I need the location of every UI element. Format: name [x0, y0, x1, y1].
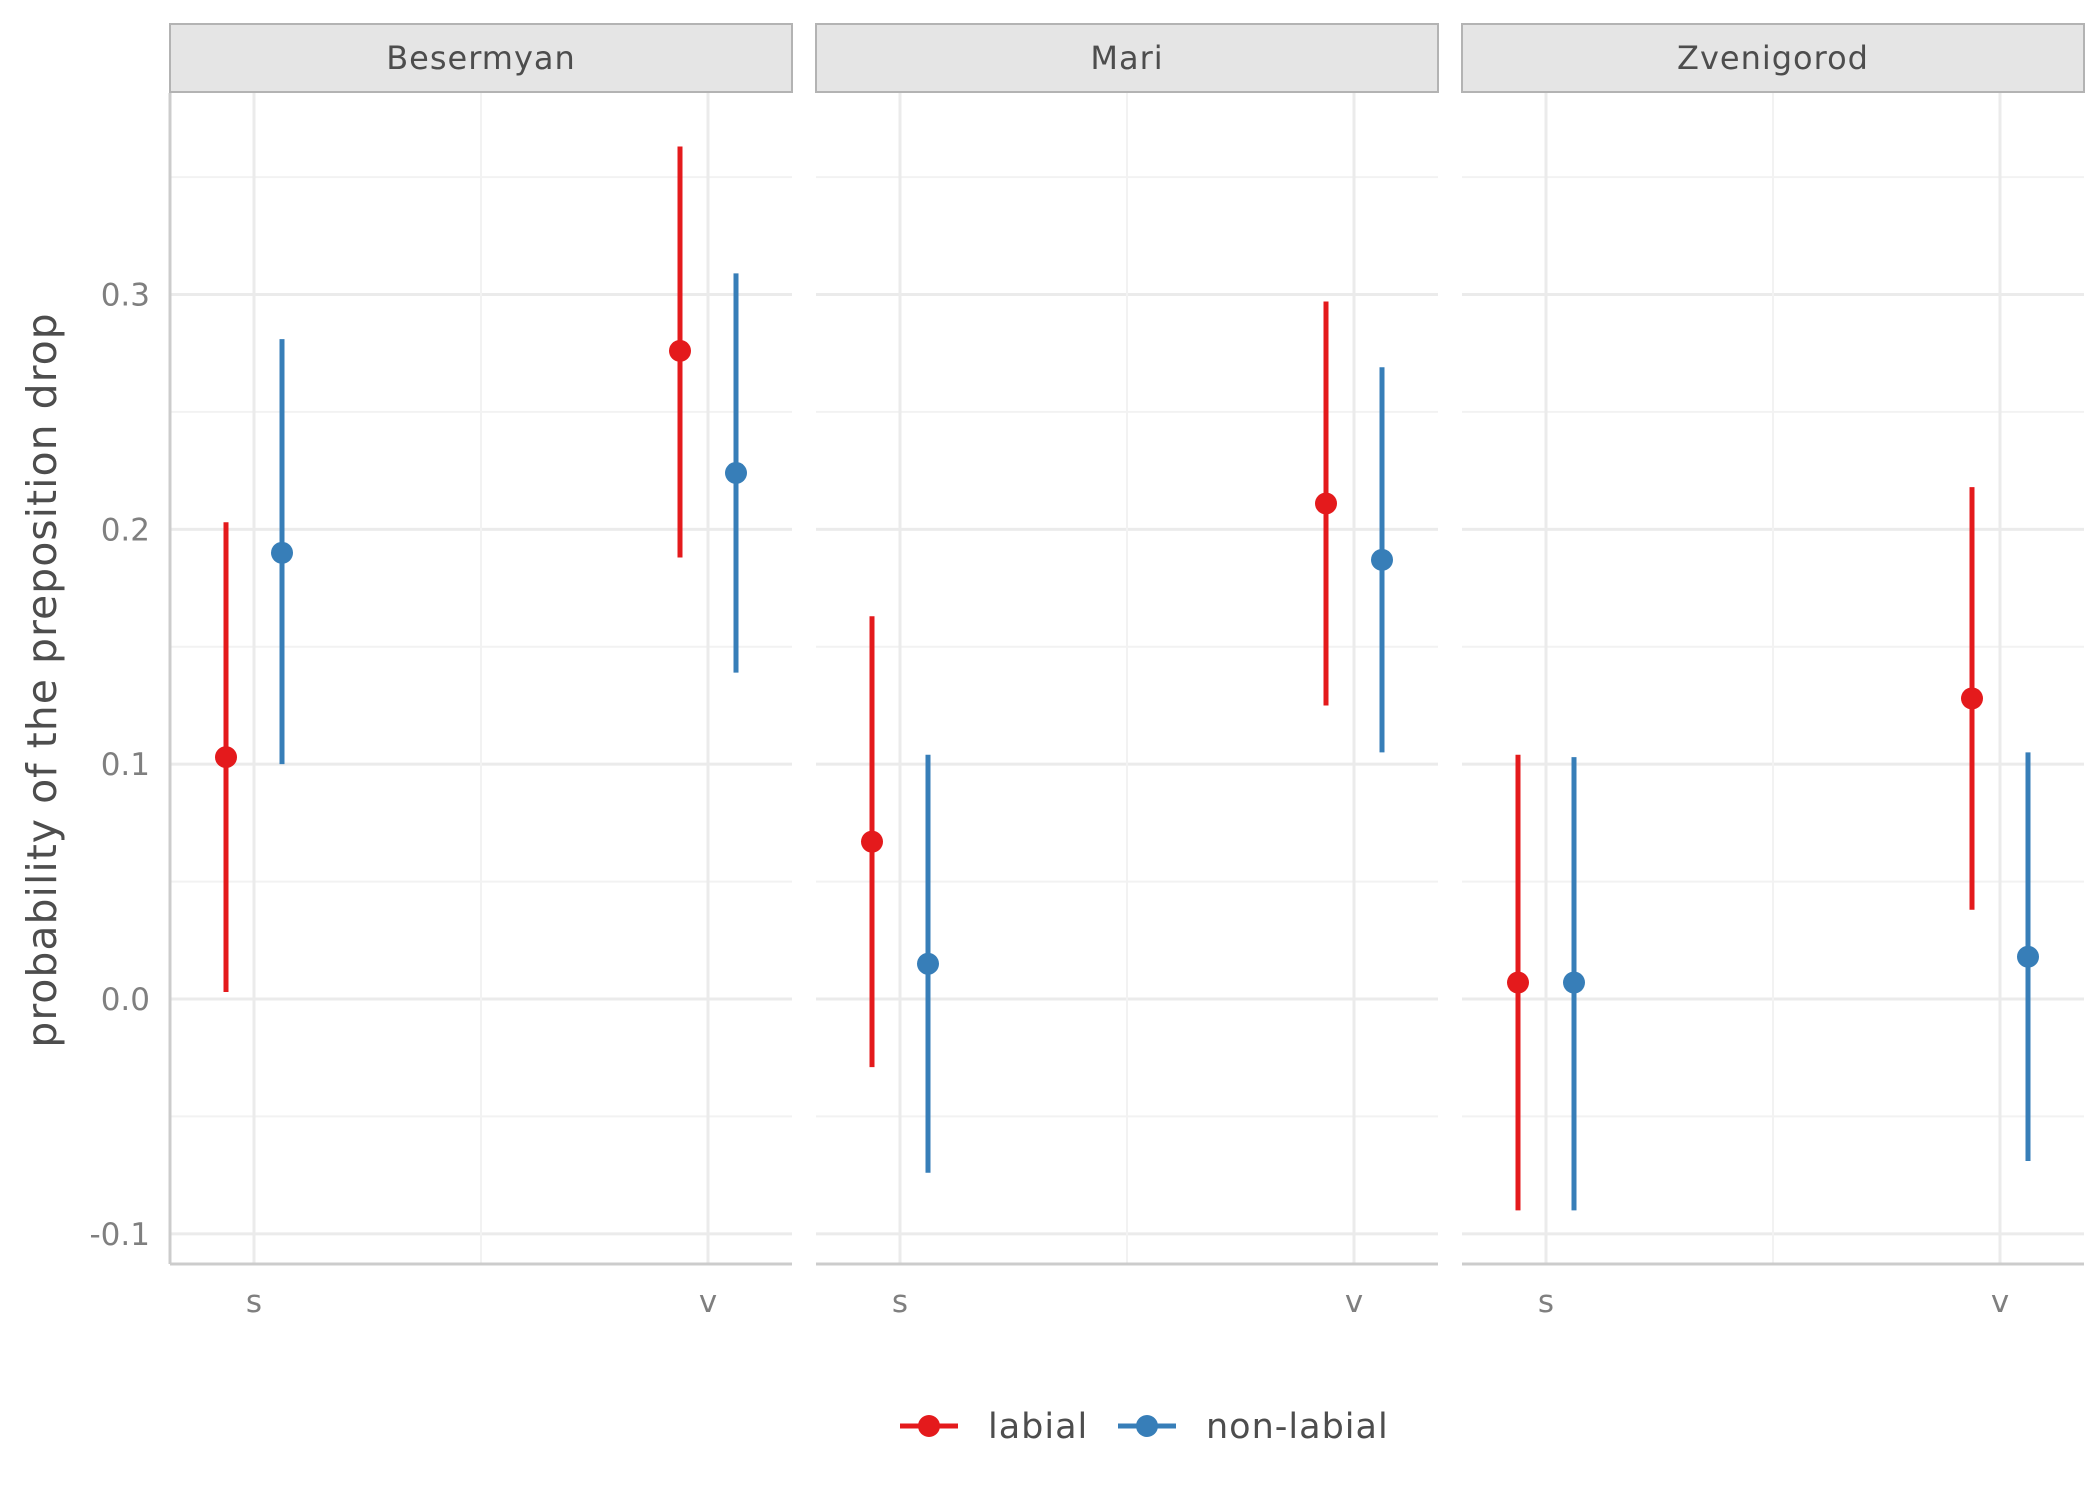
x-tick-label: s — [1538, 1284, 1554, 1320]
legend-key-point-non-labial — [1136, 1415, 1158, 1437]
facet-title: Zvenigorod — [1677, 39, 1869, 77]
facet-strip — [815, 23, 1439, 93]
y-tick-label: 0.1 — [101, 747, 150, 783]
data-point-non-labial — [725, 461, 747, 484]
facet-strip — [1461, 23, 2085, 93]
data-point-non-labial — [1563, 971, 1585, 994]
legend-label-non-labial: non-labial — [1206, 1407, 1389, 1447]
y-tick-label: 0.0 — [101, 982, 150, 1018]
data-point-labial — [1507, 971, 1529, 994]
x-tick-label: s — [892, 1284, 908, 1320]
y-tick-label: 0.2 — [101, 512, 150, 548]
legend: labial non-labial — [900, 1407, 1389, 1447]
data-point-labial — [669, 339, 691, 362]
x-tick-label: s — [246, 1284, 262, 1320]
y-axis-title: probability of the preposition drop — [18, 312, 66, 1047]
legend-label-labial: labial — [988, 1407, 1088, 1447]
data-point-labial — [861, 830, 883, 853]
data-point-non-labial — [917, 952, 939, 975]
y-tick-label: -0.1 — [90, 1217, 151, 1253]
x-tick-label: v — [1345, 1284, 1363, 1320]
facet-strip — [169, 23, 793, 93]
data-point-labial — [1315, 492, 1337, 515]
data-point-labial — [215, 746, 237, 769]
data-point-labial — [1961, 687, 1983, 710]
x-tick-label: v — [1991, 1284, 2009, 1320]
data-point-non-labial — [271, 541, 293, 564]
legend-key-point-labial — [918, 1415, 940, 1437]
facet-title: Besermyan — [386, 39, 576, 77]
x-tick-label: v — [699, 1284, 717, 1320]
y-tick-label: 0.3 — [101, 278, 150, 314]
data-point-non-labial — [1371, 548, 1393, 571]
facet-title: Mari — [1090, 39, 1163, 77]
data-point-non-labial — [2017, 945, 2039, 968]
